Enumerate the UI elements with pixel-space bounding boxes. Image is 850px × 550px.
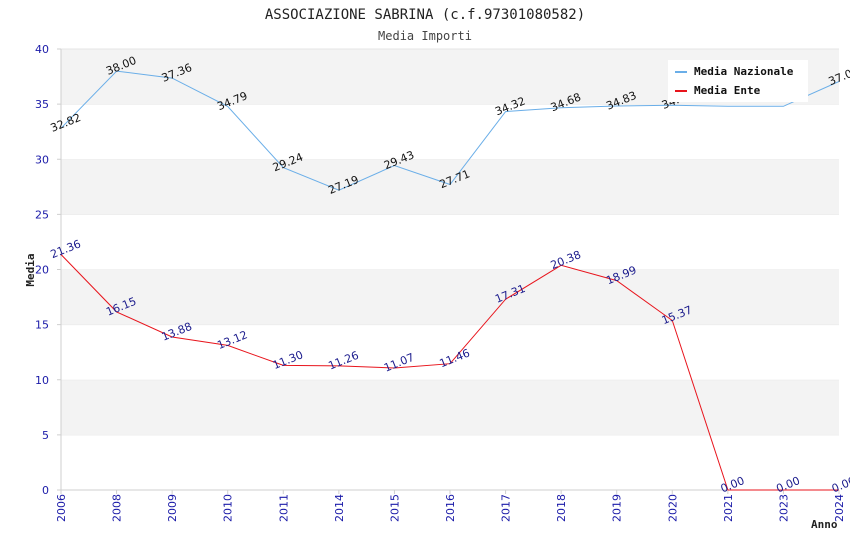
y-axis-ticks: 0 5 10 15 20 25 30 35 40 bbox=[35, 43, 61, 497]
series-lines bbox=[60, 70, 840, 491]
y-tick-label: 30 bbox=[35, 153, 49, 166]
x-tick-label: 2021 bbox=[722, 494, 735, 522]
grid-band bbox=[61, 269, 839, 325]
x-tick-label: 2006 bbox=[55, 494, 68, 522]
x-tick-label: 2019 bbox=[611, 494, 624, 522]
x-tick-label: 2010 bbox=[222, 494, 235, 522]
grid-band bbox=[61, 434, 839, 490]
grid-band bbox=[61, 214, 839, 270]
legend: Media Nazionale Media Ente bbox=[668, 60, 808, 102]
y-tick-label: 0 bbox=[42, 484, 49, 497]
x-tick-label: 2016 bbox=[444, 494, 457, 522]
x-tick-label: 2008 bbox=[111, 494, 124, 522]
x-tick-label: 2020 bbox=[666, 494, 679, 522]
x-tick-label: 2011 bbox=[277, 494, 290, 522]
y-tick-label: 35 bbox=[35, 98, 49, 111]
y-tick-label: 40 bbox=[35, 43, 49, 56]
y-axis-label: Media bbox=[24, 253, 37, 286]
y-tick-label: 20 bbox=[35, 264, 49, 277]
series-line-0 bbox=[60, 70, 840, 191]
grid-band bbox=[61, 379, 839, 435]
grid-bands bbox=[61, 48, 839, 490]
chart-title: ASSOCIAZIONE SABRINA (c.f.97301080582) bbox=[265, 7, 585, 23]
grid-band bbox=[61, 159, 839, 215]
series-line-1 bbox=[60, 254, 839, 491]
legend-label-nazionale: Media Nazionale bbox=[694, 65, 794, 78]
legend-box bbox=[668, 60, 808, 102]
y-tick-label: 5 bbox=[42, 429, 49, 442]
x-tick-label: 2023 bbox=[777, 494, 790, 522]
x-tick-label: 2017 bbox=[500, 494, 513, 522]
x-axis-ticks: 2006 2008 2009 2010 2011 2014 2015 2016 2017 2018… bbox=[55, 490, 846, 522]
x-tick-label: 2014 bbox=[333, 494, 346, 522]
x-tick-label: 2015 bbox=[388, 494, 401, 522]
grid-band bbox=[61, 324, 839, 380]
y-tick-label: 10 bbox=[35, 374, 49, 387]
chart-subtitle: Media Importi bbox=[378, 29, 472, 43]
x-tick-label: 2009 bbox=[166, 494, 179, 522]
x-tick-label: 2024 bbox=[833, 494, 846, 522]
legend-label-ente: Media Ente bbox=[694, 84, 761, 97]
x-tick-label: 2018 bbox=[555, 494, 568, 522]
grid-band bbox=[61, 104, 839, 160]
x-axis-label: Anno bbox=[811, 518, 838, 531]
y-tick-label: 25 bbox=[35, 208, 49, 221]
y-tick-label: 15 bbox=[35, 319, 49, 332]
